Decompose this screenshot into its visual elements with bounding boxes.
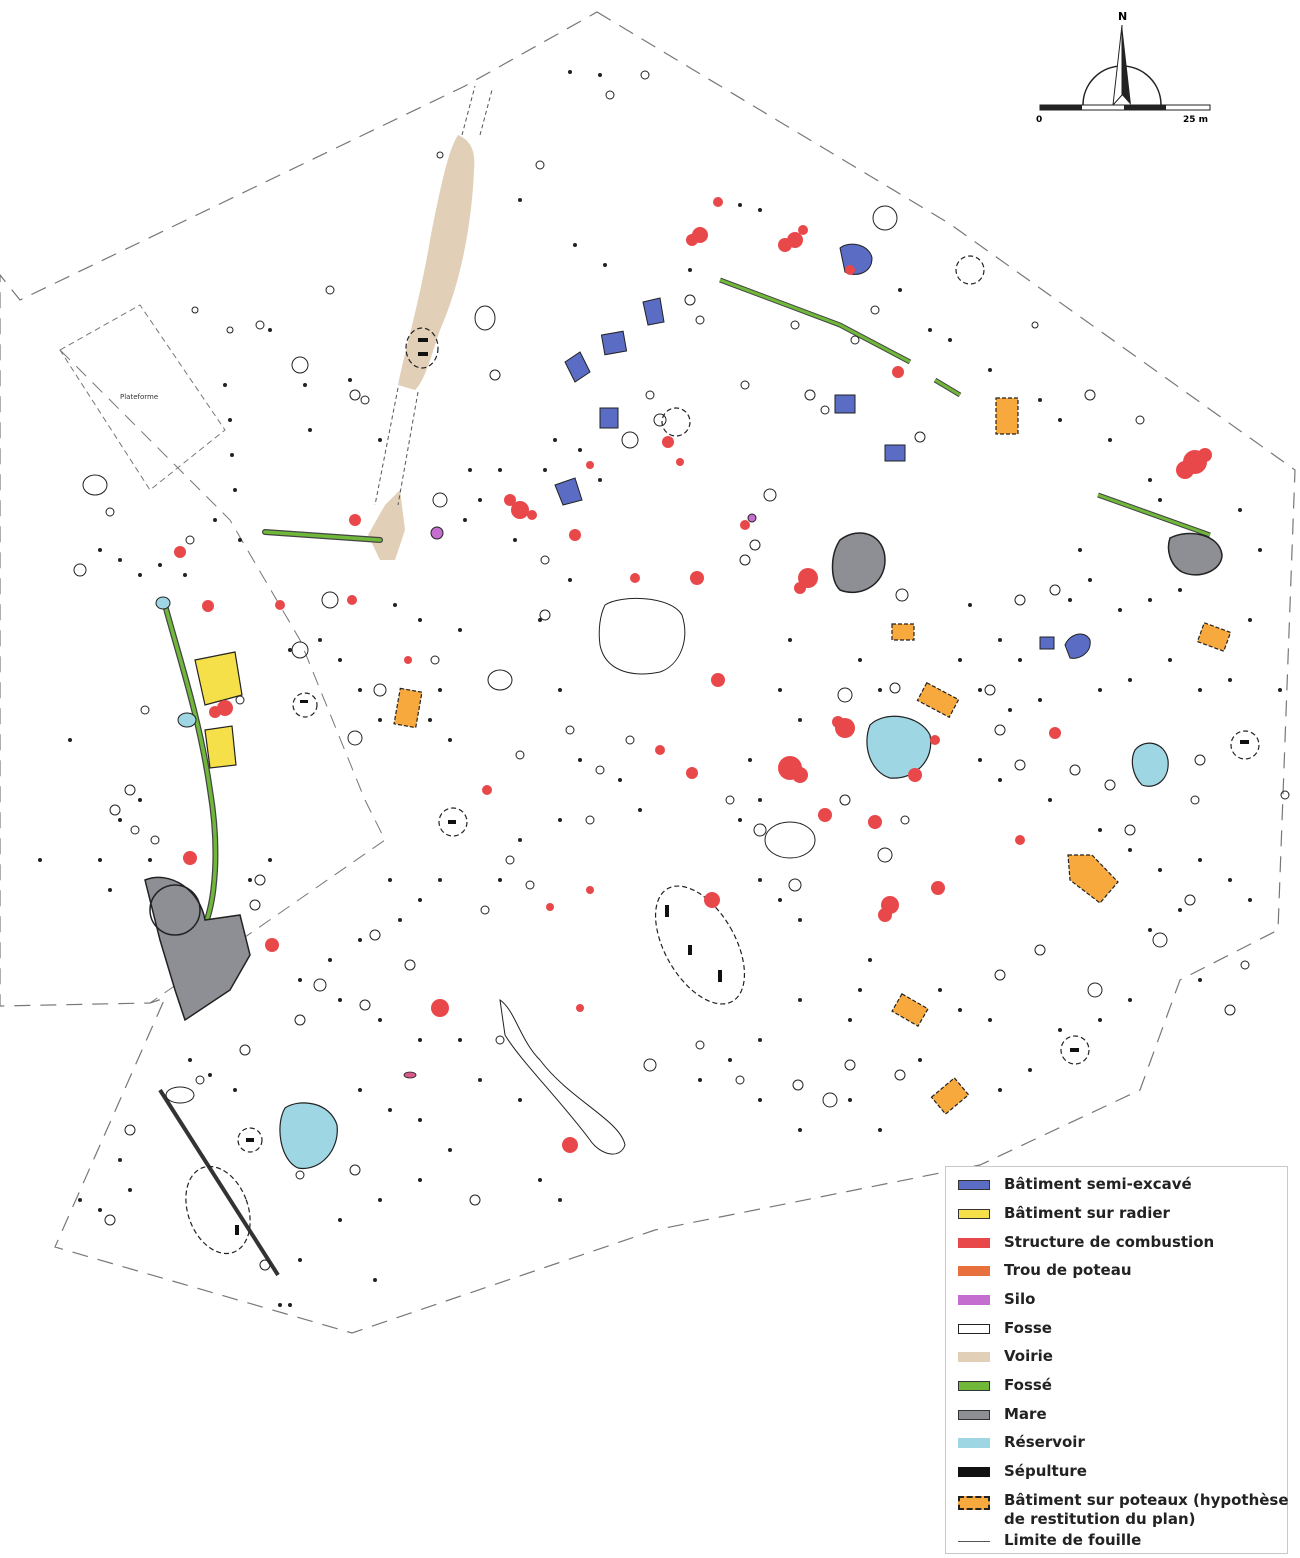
legend-item-sepulture: Sépulture bbox=[958, 1462, 1087, 1481]
legend-item-fosse-ditch: Fossé bbox=[958, 1376, 1052, 1395]
north-arrow[interactable] bbox=[1082, 24, 1162, 107]
fosse-ditch bbox=[1097, 493, 1211, 537]
legend-swatch bbox=[958, 1180, 990, 1190]
legend-swatch bbox=[958, 1238, 990, 1248]
legend-item-mare: Mare bbox=[958, 1405, 1047, 1424]
voirie-road bbox=[398, 135, 475, 390]
burials bbox=[235, 338, 1249, 1235]
batiment-radier bbox=[194, 651, 243, 706]
silo-pink bbox=[403, 1071, 417, 1079]
legend-label: Silo bbox=[1004, 1290, 1036, 1308]
legend-swatch bbox=[958, 1209, 990, 1219]
scale-start-label: 0 bbox=[1036, 115, 1043, 125]
legend-item-poteau: Trou de poteau bbox=[958, 1261, 1132, 1280]
legend-swatch bbox=[958, 1438, 990, 1448]
legend-swatch bbox=[958, 1324, 990, 1334]
legend-swatch bbox=[958, 1381, 990, 1391]
fosse-ditch bbox=[163, 604, 218, 926]
voirie-edge bbox=[374, 387, 399, 506]
semi-excave-buildings bbox=[554, 243, 1091, 659]
legend-label: Voirie bbox=[1004, 1347, 1053, 1365]
combustion-structures bbox=[174, 197, 1212, 1153]
legend-label: Réservoir bbox=[1004, 1433, 1085, 1451]
reservoir bbox=[155, 596, 171, 610]
fosse-ditch bbox=[162, 604, 219, 927]
legend-item-radier: Bâtiment sur radier bbox=[958, 1204, 1170, 1223]
legend-item-silo: Silo bbox=[958, 1290, 1035, 1309]
poteaux-buildings bbox=[393, 397, 1232, 1115]
legend-swatch bbox=[958, 1410, 990, 1420]
legend-label: Trou de poteau bbox=[1004, 1261, 1132, 1279]
silo bbox=[747, 513, 757, 523]
legend-swatch bbox=[958, 1467, 990, 1477]
plateforme-area bbox=[59, 304, 226, 491]
mare bbox=[1167, 532, 1223, 576]
legend-label: Bâtiment semi-excavé bbox=[1004, 1175, 1192, 1193]
legend-label: Fossé bbox=[1004, 1376, 1052, 1394]
burial-enclosures bbox=[185, 255, 1260, 1255]
fosse-ditch bbox=[719, 278, 911, 364]
plateforme-label: Plateforme bbox=[120, 393, 159, 401]
fosses-large bbox=[82, 205, 898, 1155]
silo bbox=[430, 526, 444, 540]
scale-bar bbox=[1039, 104, 1211, 111]
excavation-limit bbox=[0, 11, 1296, 1334]
small-fosses bbox=[73, 70, 1290, 1271]
post-holes bbox=[38, 70, 1282, 1307]
legend-label: Bâtiment sur radier bbox=[1004, 1204, 1170, 1222]
voirie-edge bbox=[479, 89, 493, 136]
inner-boundary bbox=[59, 349, 386, 1004]
batiment-radier bbox=[204, 725, 237, 769]
fosse-ditch bbox=[934, 378, 961, 397]
legend-label: Limite de fouille bbox=[1004, 1531, 1142, 1549]
fosse-ditch bbox=[263, 530, 382, 542]
legend-item-semi-excave: Bâtiment semi-excavé bbox=[958, 1175, 1192, 1194]
legend-label: Structure de combustion bbox=[1004, 1233, 1215, 1251]
legend-swatch bbox=[958, 1541, 990, 1542]
legend-item-limite: Limite de fouille bbox=[958, 1531, 1141, 1550]
voirie-road-south bbox=[368, 490, 405, 560]
mare bbox=[831, 532, 886, 594]
legend-item-reservoir: Réservoir bbox=[958, 1433, 1085, 1452]
north-label: N bbox=[1118, 10, 1128, 23]
legend-item-fosse: Fosse bbox=[958, 1319, 1052, 1338]
legend-swatch bbox=[958, 1266, 990, 1276]
legend-label: Sépulture bbox=[1004, 1462, 1087, 1480]
legend-label: Mare bbox=[1004, 1405, 1047, 1423]
reservoir bbox=[1131, 742, 1169, 787]
fosse-ditch bbox=[719, 277, 912, 365]
voirie-edge bbox=[461, 85, 476, 136]
fosse-ditch-dark bbox=[158, 1088, 280, 1277]
voirie-edge bbox=[397, 391, 419, 506]
reservoir bbox=[177, 712, 197, 728]
legend-swatch bbox=[958, 1295, 990, 1305]
map-legend: Bâtiment semi-excavé Bâtiment sur radier… bbox=[945, 1166, 1289, 1554]
legend-item-combustion: Structure de combustion bbox=[958, 1233, 1214, 1252]
legend-label: Bâtiment sur poteaux (hypothèse de resti… bbox=[1004, 1491, 1289, 1528]
legend-swatch bbox=[958, 1496, 990, 1510]
mare bbox=[144, 876, 251, 1022]
legend-label: Fosse bbox=[1004, 1319, 1052, 1337]
legend-item-batiment-poteaux: Bâtiment sur poteaux (hypothèse de resti… bbox=[958, 1491, 1289, 1529]
mare-circle bbox=[149, 884, 201, 936]
scale-end-label: 25 m bbox=[1183, 115, 1209, 125]
legend-item-voirie: Voirie bbox=[958, 1347, 1053, 1366]
reservoir bbox=[279, 1102, 338, 1170]
reservoir bbox=[866, 715, 932, 779]
legend-swatch bbox=[958, 1352, 990, 1362]
